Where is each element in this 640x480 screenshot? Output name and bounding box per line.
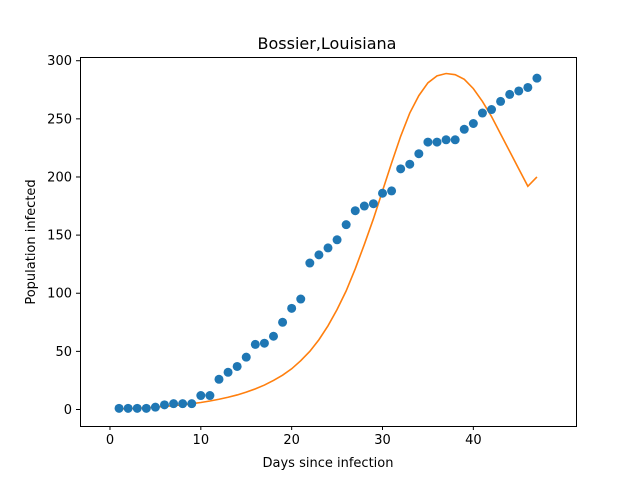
data-point [132, 403, 142, 413]
data-point [405, 159, 415, 169]
data-point [159, 400, 169, 410]
y-tick-label: 250 [47, 112, 72, 127]
data-point [187, 399, 197, 409]
y-axis-ticks: 0 50 100 150 200 250 300 [47, 54, 80, 418]
data-point [114, 403, 124, 413]
x-tick-label: 10 [193, 433, 210, 448]
data-point [250, 339, 260, 349]
x-tick-label: 30 [374, 433, 391, 448]
data-point [450, 135, 460, 145]
data-point [178, 399, 188, 409]
data-point [259, 338, 269, 348]
data-point [459, 124, 469, 134]
data-point [241, 352, 251, 362]
x-axis-label: Days since infection [263, 456, 394, 471]
data-point [514, 86, 524, 96]
data-point [505, 89, 515, 99]
x-tick-label: 40 [465, 433, 482, 448]
data-point [169, 399, 179, 409]
data-point [123, 403, 133, 413]
data-point [359, 201, 369, 211]
data-point [387, 186, 397, 196]
data-point [350, 206, 360, 216]
data-point [205, 391, 215, 401]
y-tick-label: 300 [47, 54, 72, 69]
y-tick-label: 100 [47, 287, 72, 302]
data-point [496, 96, 506, 106]
data-point [396, 164, 406, 174]
x-tick-label: 20 [283, 433, 300, 448]
x-tick-label: 0 [106, 433, 114, 448]
data-point [296, 294, 306, 304]
data-point [532, 73, 542, 83]
data-point [278, 317, 288, 327]
chart-title: Bossier,Louisiana [258, 34, 397, 53]
data-point [378, 188, 388, 198]
data-point [141, 403, 151, 413]
axes-frame [80, 57, 577, 427]
data-point [368, 199, 378, 209]
y-tick-label: 0 [64, 403, 72, 418]
data-point [487, 105, 497, 115]
y-tick-label: 150 [47, 229, 72, 244]
data-point [523, 82, 533, 92]
y-tick-label: 200 [47, 170, 72, 185]
data-point [414, 149, 424, 159]
data-point [150, 402, 160, 412]
data-point [423, 137, 433, 147]
data-point [432, 137, 442, 147]
data-point [223, 367, 233, 377]
x-axis-ticks: 0 10 20 30 40 [106, 426, 482, 448]
data-point [468, 119, 478, 128]
data-point [196, 391, 206, 401]
data-point [332, 235, 342, 245]
data-point [268, 331, 278, 341]
data-point [214, 374, 224, 384]
data-point [287, 303, 297, 313]
data-point [232, 361, 242, 371]
data-point [441, 135, 451, 145]
data-point [305, 258, 315, 268]
series-layer [114, 72, 542, 413]
data-point [314, 250, 324, 260]
plot-area: 0 10 20 30 40 0 50 100 150 200 250 300 [47, 54, 577, 448]
y-axis-label: Population infected [24, 179, 39, 304]
data-point [341, 220, 351, 230]
y-tick-label: 50 [55, 345, 72, 360]
data-point [477, 108, 487, 118]
data-point [323, 243, 333, 253]
